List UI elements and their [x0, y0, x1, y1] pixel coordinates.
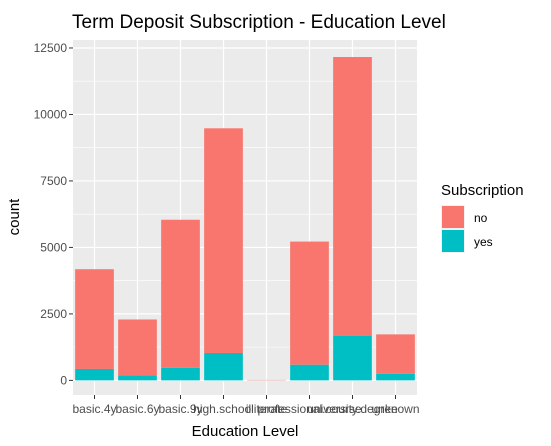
bar-no-unknown: [376, 334, 415, 374]
bar-yes-high.school: [204, 352, 243, 381]
legend-title: Subscription: [441, 182, 524, 199]
x-tick-label: high.school: [193, 402, 254, 416]
x-tick-label: professional.course: [257, 402, 361, 416]
x-axis: basic.4ybasic.6ybasic.9yhigh.schoolillit…: [72, 395, 420, 416]
y-axis: 0 2500 5000 7500 10000 12500: [34, 41, 73, 387]
x-tick-label: basic.4y: [72, 402, 116, 416]
x-tick-label: unknown: [371, 402, 419, 416]
x-tick-label: basic.9y: [158, 402, 202, 416]
x-axis-title: Education Level: [192, 423, 299, 440]
legend-label-yes: yes: [474, 235, 493, 249]
bar-yes-unknown: [376, 373, 415, 381]
bar-no-professional.course: [290, 241, 329, 365]
y-tick-label: 2500: [40, 307, 67, 321]
y-tick-label: 0: [60, 373, 67, 387]
legend: Subscription no yes: [441, 182, 524, 253]
bar-no-university.degree: [333, 57, 372, 336]
bar-yes-basic.6y: [118, 375, 157, 381]
bar-no-basic.9y: [161, 219, 200, 368]
bar-yes-professional.course: [290, 364, 329, 381]
bar-yes-basic.4y: [75, 368, 114, 381]
bar-no-basic.6y: [118, 319, 157, 376]
y-tick-label: 10000: [34, 107, 68, 121]
bars-group: [75, 57, 415, 381]
bar-yes-basic.9y: [161, 367, 200, 381]
legend-swatch-no: [442, 206, 464, 228]
x-tick-label: basic.6y: [115, 402, 159, 416]
legend-label-no: no: [474, 211, 488, 225]
bar-no-basic.4y: [75, 269, 114, 369]
legend-swatch-yes: [442, 230, 464, 252]
y-tick-label: 7500: [40, 174, 67, 188]
bar-yes-university.degree: [333, 335, 372, 381]
x-tick-label: university.degree: [307, 402, 398, 416]
bar-no-high.school: [204, 128, 243, 353]
y-tick-label: 12500: [34, 41, 68, 55]
y-axis-title: count: [6, 198, 23, 236]
chart-title: Term Deposit Subscription - Education Le…: [72, 12, 446, 33]
x-tick-label: illiterate: [246, 402, 288, 416]
y-tick-label: 5000: [40, 240, 67, 254]
